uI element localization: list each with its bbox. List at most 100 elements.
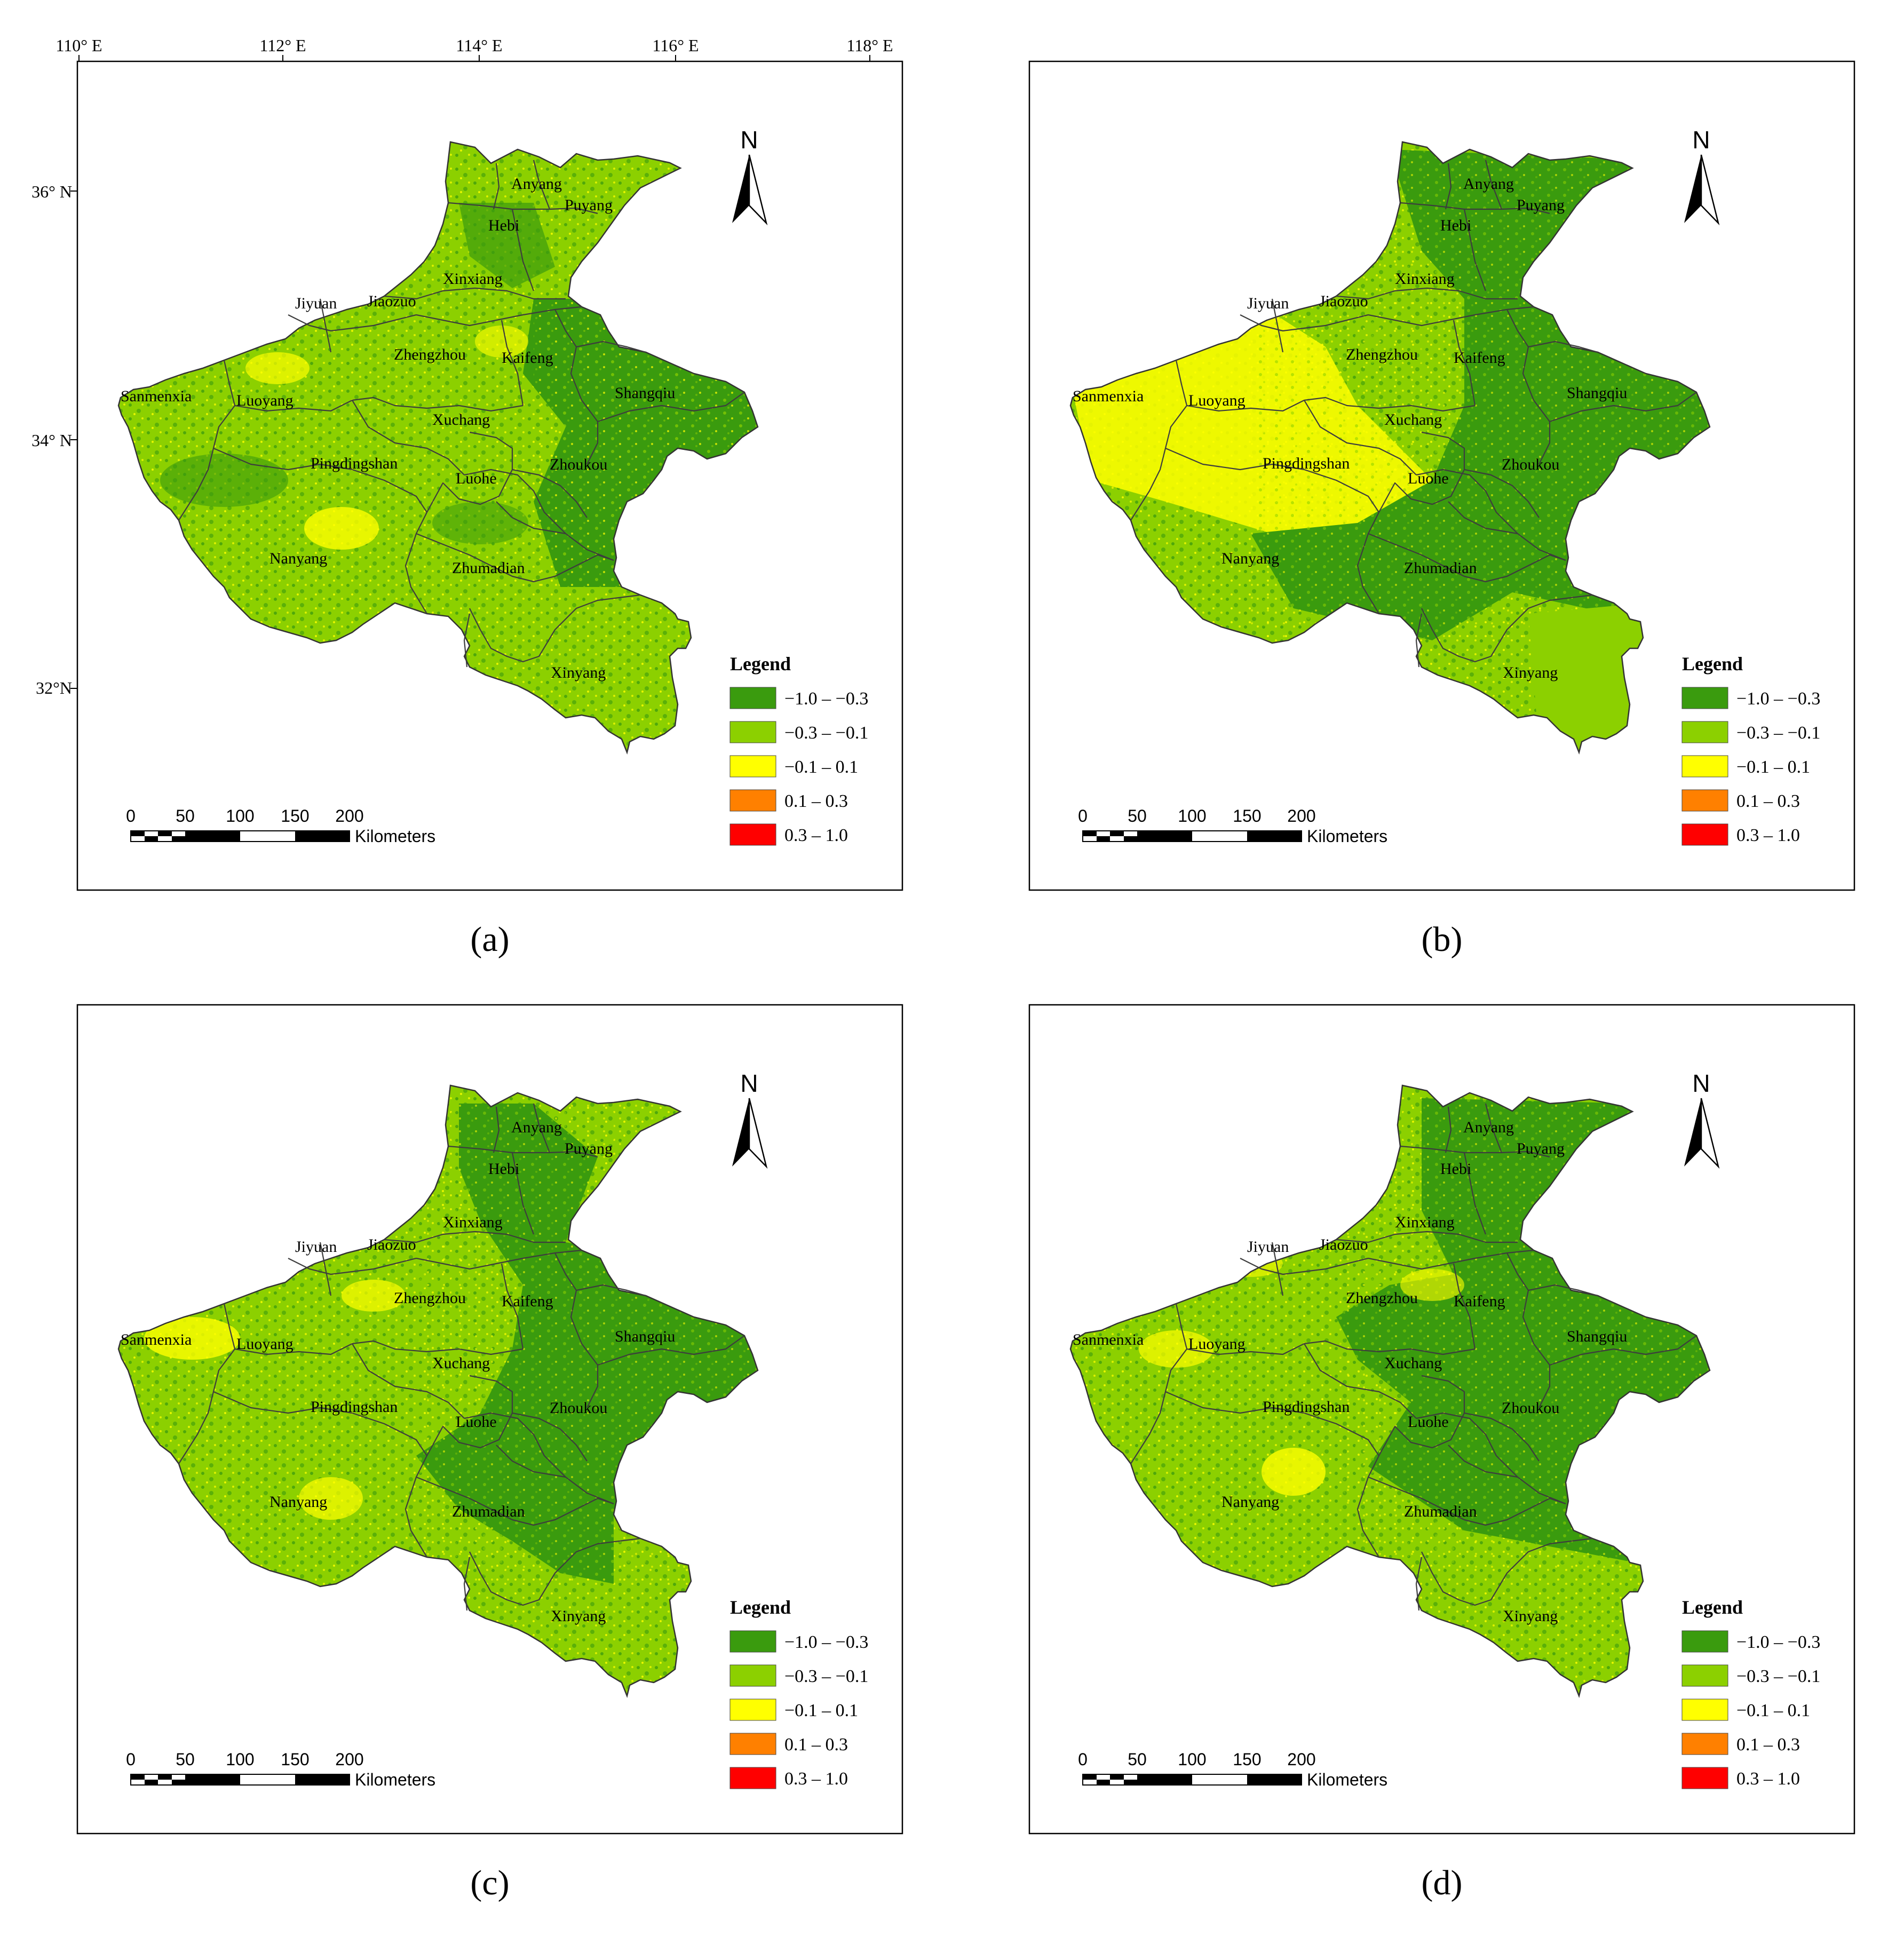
- legend-label-1: −1.0 – −0.3: [784, 1632, 868, 1652]
- city-label-kaifeng: Kaifeng: [1454, 1292, 1505, 1310]
- city-label-xinyang: Xinyang: [551, 1607, 606, 1625]
- city-label-hebi: Hebi: [1440, 217, 1471, 234]
- scale-unit: Kilometers: [1307, 827, 1387, 846]
- city-label-luoyang: Luoyang: [236, 1335, 293, 1353]
- legend-swatch-3: [1681, 1699, 1728, 1721]
- city-label-jiaozuo: Jiaozuo: [1319, 1236, 1368, 1253]
- legend-label-5: 0.3 – 1.0: [784, 1769, 848, 1789]
- panel-label-a: (a): [470, 920, 509, 959]
- panel-b: Anyang Puyang Hebi Xinxiang Jiyuan Jiaoz…: [1028, 60, 1855, 959]
- legend-swatch-3: [729, 1699, 776, 1721]
- city-label-hebi: Hebi: [488, 1160, 519, 1178]
- city-label-nanyang: Nanyang: [269, 550, 327, 567]
- city-label-pingdingshan: Pingdingshan: [1263, 1398, 1350, 1416]
- north-arrow-icon: [1684, 1098, 1701, 1167]
- north-arrow-label: N: [1692, 126, 1710, 154]
- lon-label-116: 116° E: [652, 36, 699, 55]
- city-labels: Anyang Puyang Hebi Xinxiang Jiyuan Jiaoz…: [121, 175, 675, 681]
- legend-title: Legend: [730, 653, 791, 675]
- city-label-pingdingshan: Pingdingshan: [1263, 455, 1350, 472]
- city-label-jiaozuo: Jiaozuo: [367, 292, 416, 310]
- legend-label-1: −1.0 – −0.3: [1736, 689, 1820, 709]
- scale-tick-0: 0: [1078, 806, 1088, 826]
- city-label-shangqiu: Shangqiu: [1567, 1328, 1627, 1345]
- scale-unit: Kilometers: [355, 827, 435, 846]
- legend-title: Legend: [1682, 1597, 1743, 1618]
- scale-tick-150: 150: [281, 1750, 309, 1769]
- city-label-kaifeng: Kaifeng: [502, 1292, 553, 1310]
- scale-tick-50: 50: [176, 1750, 195, 1769]
- legend-swatch-2: [1681, 1664, 1728, 1687]
- city-label-xinxiang: Xinxiang: [1395, 270, 1455, 288]
- city-label-xinyang: Xinyang: [1503, 1607, 1558, 1625]
- north-arrow-icon: [732, 155, 749, 223]
- legend-box: Legend −1.0 – −0.3 −0.3 – −0.1 −0.1 – 0.…: [1681, 1597, 1820, 1789]
- city-label-luoyang: Luoyang: [1188, 1335, 1245, 1353]
- north-arrow-icon: [1684, 155, 1701, 223]
- north-arrow-label: N: [740, 126, 758, 154]
- legend-swatch-4: [1681, 789, 1728, 812]
- city-label-luoyang: Luoyang: [1188, 392, 1245, 409]
- legend-swatch-1: [1681, 1630, 1728, 1653]
- north-arrow: N: [732, 126, 768, 226]
- legend-box: Legend −1.0 – −0.3 −0.3 – −0.1 −0.1 – 0.…: [729, 653, 868, 846]
- north-arrow-label: N: [740, 1069, 758, 1097]
- scale-tick-0: 0: [126, 1750, 136, 1769]
- legend-box: Legend −1.0 – −0.3 −0.3 – −0.1 −0.1 – 0.…: [1681, 653, 1820, 846]
- legend-label-5: 0.3 – 1.0: [1736, 1769, 1800, 1789]
- scale-unit: Kilometers: [1307, 1770, 1387, 1789]
- city-label-nanyang: Nanyang: [1221, 1493, 1279, 1511]
- legend-swatch-4: [729, 789, 776, 812]
- scale-bar: 0 50 100 150 200 Kilometers: [126, 1750, 435, 1789]
- city-label-zhoukou: Zhoukou: [1502, 456, 1559, 473]
- city-label-kaifeng: Kaifeng: [1454, 349, 1505, 367]
- city-label-hebi: Hebi: [1440, 1160, 1471, 1178]
- panel-d: Anyang Puyang Hebi Xinxiang Jiyuan Jiaoz…: [1028, 1004, 1855, 1902]
- city-label-jiyuan: Jiyuan: [1247, 1238, 1289, 1256]
- scale-tick-150: 150: [1233, 806, 1261, 826]
- scale-tick-100: 100: [1178, 806, 1206, 826]
- city-label-anyang: Anyang: [1463, 175, 1514, 193]
- city-label-zhumadian: Zhumadian: [1404, 559, 1477, 577]
- legend-swatch-4: [1681, 1733, 1728, 1755]
- city-label-anyang: Anyang: [511, 175, 562, 193]
- legend-swatch-3: [729, 755, 776, 777]
- legend-label-3: −0.1 – 0.1: [784, 757, 858, 777]
- scale-tick-200: 200: [335, 806, 363, 826]
- lon-label-118: 118° E: [846, 36, 893, 55]
- city-label-jiyuan: Jiyuan: [295, 295, 337, 312]
- north-arrow: N: [1684, 1069, 1720, 1169]
- city-labels: Anyang Puyang Hebi Xinxiang Jiyuan Jiaoz…: [1073, 175, 1627, 681]
- scale-tick-200: 200: [1287, 806, 1315, 826]
- graticule-longitude-labels: 110° E 112° E 114° E 116° E 118° E: [55, 36, 893, 55]
- north-arrow: N: [1684, 126, 1720, 226]
- city-label-jiyuan: Jiyuan: [1247, 295, 1289, 312]
- city-label-zhoukou: Zhoukou: [550, 456, 607, 473]
- legend-label-2: −0.3 – −0.1: [1736, 1667, 1820, 1686]
- legend-title: Legend: [730, 1597, 791, 1618]
- lon-label-114: 114° E: [456, 36, 502, 55]
- legend-label-5: 0.3 – 1.0: [1736, 826, 1800, 845]
- city-label-luohe: Luohe: [1408, 1413, 1449, 1431]
- city-label-xuchang: Xuchang: [1384, 1354, 1442, 1372]
- city-label-puyang: Puyang: [565, 1140, 613, 1157]
- city-label-zhengzhou: Zhengzhou: [394, 1289, 466, 1307]
- north-arrow-icon: [732, 1098, 749, 1167]
- city-label-jiaozuo: Jiaozuo: [1319, 292, 1368, 310]
- scale-unit: Kilometers: [355, 1770, 435, 1789]
- legend-box: Legend −1.0 – −0.3 −0.3 – −0.1 −0.1 – 0.…: [729, 1597, 868, 1789]
- scale-tick-150: 150: [1233, 1750, 1261, 1769]
- city-label-zhumadian: Zhumadian: [1404, 1503, 1477, 1520]
- city-label-zhumadian: Zhumadian: [452, 1503, 525, 1520]
- city-label-xinxiang: Xinxiang: [443, 1213, 503, 1231]
- legend-swatch-5: [729, 1767, 776, 1789]
- legend-swatch-1: [729, 1630, 776, 1653]
- legend-label-1: −1.0 – −0.3: [1736, 1632, 1820, 1652]
- legend-swatch-1: [729, 687, 776, 709]
- panel-label-c: (c): [470, 1863, 509, 1902]
- legend-label-2: −0.3 – −0.1: [784, 723, 868, 743]
- north-arrow-label: N: [1692, 1069, 1710, 1097]
- scale-tick-100: 100: [226, 806, 254, 826]
- scale-tick-200: 200: [335, 1750, 363, 1769]
- city-label-luohe: Luohe: [456, 1413, 497, 1431]
